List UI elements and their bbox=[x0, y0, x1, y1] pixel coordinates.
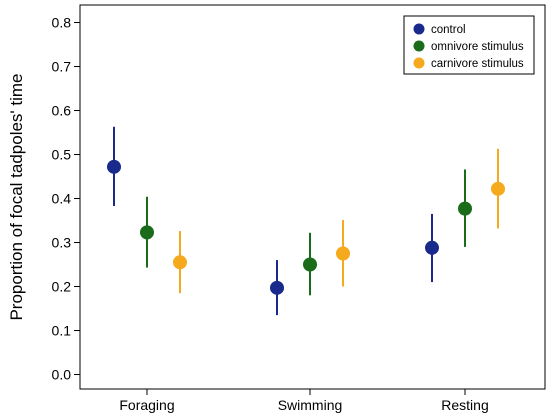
legend-marker bbox=[413, 57, 425, 69]
y-axis-title: Proportion of focal tadpoles' time bbox=[7, 73, 26, 320]
data-point bbox=[173, 255, 187, 270]
series-carnivore-stimulus bbox=[173, 148, 505, 294]
data-point bbox=[491, 181, 505, 196]
x-tick-label-foraging: Foraging bbox=[119, 397, 174, 413]
series-omnivore-stimulus bbox=[140, 169, 472, 296]
series-layer bbox=[107, 126, 505, 316]
y-tick-label: 0.7 bbox=[52, 59, 72, 75]
y-tick-label: 0.3 bbox=[52, 235, 72, 251]
legend-marker bbox=[413, 23, 425, 35]
legend: control omnivore stimulus carnivore stimul… bbox=[403, 15, 535, 75]
x-axis: Foraging Swimming Resting bbox=[119, 389, 489, 413]
y-tick-label: 0.4 bbox=[52, 191, 72, 207]
legend-label: carnivore stimulus bbox=[431, 58, 524, 70]
x-tick-label-resting: Resting bbox=[441, 397, 488, 413]
y-tick-label: 0.5 bbox=[52, 147, 72, 163]
legend-marker bbox=[413, 40, 425, 52]
legend-label: omnivore stimulus bbox=[431, 41, 524, 53]
legend-label: control bbox=[431, 24, 466, 36]
y-axis: 0.0 0.1 0.2 0.3 0.4 0.5 0.6 0.7 0.8 bbox=[52, 15, 80, 383]
data-point bbox=[303, 257, 317, 272]
y-tick-label: 0.6 bbox=[52, 103, 72, 119]
legend-items: control omnivore stimulus carnivore stimul… bbox=[413, 23, 524, 70]
series-control bbox=[107, 126, 439, 316]
y-tick-label: 0.1 bbox=[52, 323, 72, 339]
data-point bbox=[270, 280, 284, 295]
data-point bbox=[107, 159, 121, 174]
data-point bbox=[140, 225, 154, 240]
y-tick-label: 0.8 bbox=[52, 15, 72, 31]
legend-box bbox=[403, 15, 535, 75]
data-point bbox=[425, 240, 439, 255]
data-point bbox=[458, 201, 472, 216]
data-point bbox=[336, 246, 350, 261]
y-tick-label: 0.2 bbox=[52, 279, 72, 295]
x-tick-label-swimming: Swimming bbox=[278, 397, 343, 413]
y-tick-label: 0.0 bbox=[52, 367, 72, 383]
plot-frame bbox=[79, 4, 546, 390]
